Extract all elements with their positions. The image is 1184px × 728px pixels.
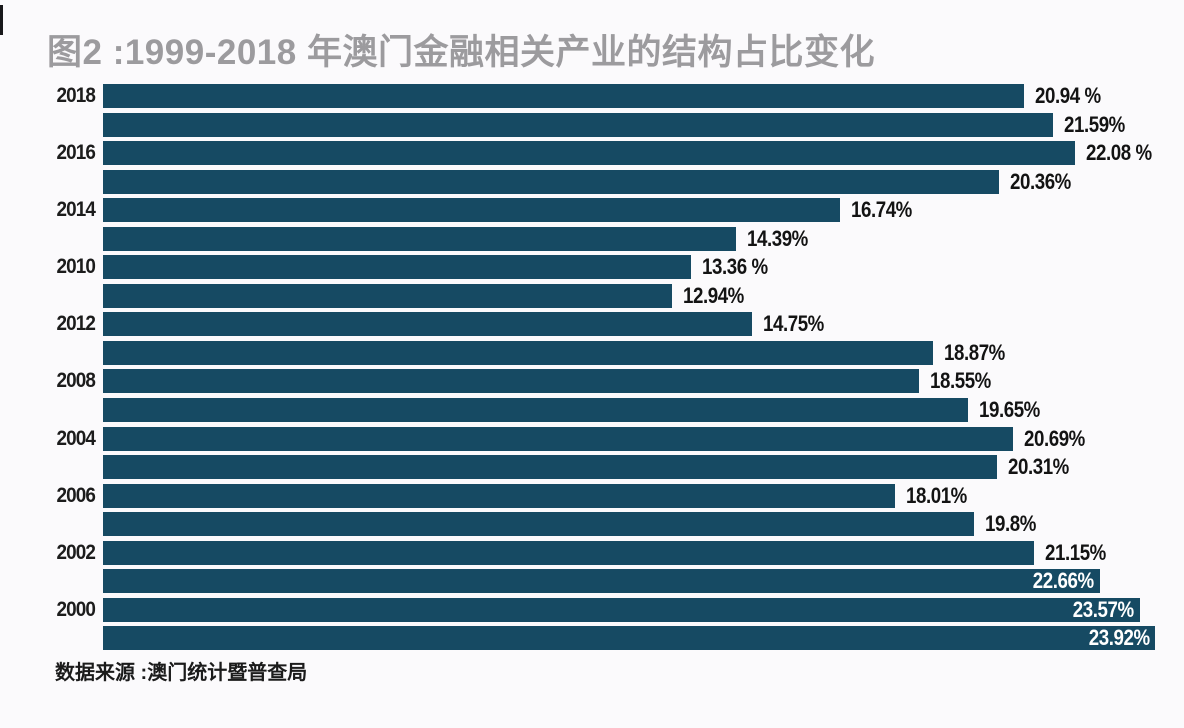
chart-title: 图2 :1999-2018 年澳门金融相关产业的结构占比变化 xyxy=(47,33,875,72)
bar xyxy=(103,312,752,337)
bar-value-label: 20.69% xyxy=(1024,425,1086,451)
year-axis-label: 2018 xyxy=(56,84,96,107)
chart-row: 2012 14.75% xyxy=(0,312,1184,341)
bar xyxy=(103,84,1025,108)
chart-row: 2000 23.57% xyxy=(0,596,1184,627)
chart-row: 14.39% xyxy=(0,225,1184,256)
chart-row: 22.66% xyxy=(0,569,1184,598)
bar xyxy=(103,283,673,308)
year-axis-label: 2016 xyxy=(56,141,96,165)
chart-row: 2010 13.36 % xyxy=(0,255,1184,284)
bar-value-label: 19.65% xyxy=(978,397,1040,423)
year-axis-label: 2000 xyxy=(56,597,96,621)
bar xyxy=(103,369,920,394)
bar-value-label: 23.57% xyxy=(1073,596,1135,622)
chart-row: 2002 21.15% xyxy=(0,539,1184,570)
chart-row: 23.92% xyxy=(0,626,1184,655)
bar xyxy=(103,198,840,223)
bar-area: 22.66% xyxy=(103,568,1184,594)
chart-row: 2008 18.55% xyxy=(0,369,1184,398)
bar xyxy=(103,455,997,480)
bar-value-label: 22.08 % xyxy=(1085,140,1152,166)
bar-area: 21.59% xyxy=(103,111,1184,137)
bar-value-label: 16.74% xyxy=(850,197,912,223)
chart-row: 19.8% xyxy=(0,512,1184,541)
chart-row: 20.36% xyxy=(0,168,1184,199)
bar-value-label: 21.15% xyxy=(1044,539,1106,565)
bar-value-label: 18.87% xyxy=(944,339,1006,365)
bar-area: 20.94 % xyxy=(103,84,1184,108)
chart-row: 18.87% xyxy=(0,339,1184,370)
bar-value-label: 14.39% xyxy=(747,225,809,251)
bar xyxy=(103,112,1053,137)
bar-value-label: 23.92% xyxy=(1088,625,1150,651)
bar-value-label: 20.36% xyxy=(1009,168,1071,194)
bar-chart: 2018 20.94 % 21.59% 2016 22.08 % 20.36% … xyxy=(0,84,1184,655)
chart-row: 2004 20.69% xyxy=(0,425,1184,456)
bar-area: 14.75% xyxy=(103,311,1184,337)
bar-value-label: 20.94 % xyxy=(1035,83,1102,108)
chart-rows: 2018 20.94 % 21.59% 2016 22.08 % 20.36% … xyxy=(0,84,1184,655)
bar xyxy=(103,398,968,423)
bar: 22.66% xyxy=(103,568,1101,594)
bar xyxy=(103,483,896,508)
bar-area: 20.36% xyxy=(103,168,1184,194)
bar-area: 18.87% xyxy=(103,339,1184,365)
bar-area: 20.31% xyxy=(103,454,1184,480)
bar-value-label: 22.66% xyxy=(1033,568,1095,594)
chart-row: 21.59% xyxy=(0,111,1184,142)
bar-area: 19.65% xyxy=(103,397,1184,423)
chart-row: 12.94% xyxy=(0,282,1184,313)
bar-value-label: 18.55% xyxy=(930,368,992,394)
bar-value-label: 18.01% xyxy=(906,482,968,508)
bar-value-label: 19.8% xyxy=(985,511,1037,537)
bar-area: 18.01% xyxy=(103,482,1184,508)
bar: 23.57% xyxy=(103,596,1141,622)
bar xyxy=(103,426,1014,451)
bar-area: 16.74% xyxy=(103,197,1184,223)
bar xyxy=(103,255,691,280)
year-axis-label: 2012 xyxy=(56,312,96,336)
year-axis-label: 2004 xyxy=(56,426,96,450)
bar-value-label: 21.59% xyxy=(1063,111,1125,137)
bar-area: 18.55% xyxy=(103,368,1184,394)
bar-value-label: 13.36 % xyxy=(701,254,768,280)
bar-area: 14.39% xyxy=(103,225,1184,251)
bar-area: 13.36 % xyxy=(103,254,1184,280)
year-axis-label: 2014 xyxy=(56,198,96,222)
screen-edge-artifact xyxy=(0,5,3,35)
bar-area: 23.92% xyxy=(103,625,1184,651)
bar-area: 12.94% xyxy=(103,282,1184,308)
chart-row: 20.31% xyxy=(0,455,1184,484)
year-axis-label: 2010 xyxy=(56,255,96,279)
data-source-caption: 数据来源 :澳门统计暨普查局 xyxy=(55,662,308,684)
chart-row: 2016 22.08 % xyxy=(0,141,1184,170)
chart-row: 2014 16.74% xyxy=(0,198,1184,227)
bar-area: 20.69% xyxy=(103,425,1184,451)
bar xyxy=(103,540,1034,565)
year-axis-label: 2008 xyxy=(56,369,96,393)
year-axis-label: 2006 xyxy=(56,483,96,507)
bar-value-label: 12.94% xyxy=(683,282,745,308)
bar xyxy=(103,512,975,537)
bar-area: 21.15% xyxy=(103,539,1184,565)
year-axis-label: 2002 xyxy=(56,540,96,564)
bar: 23.92% xyxy=(103,625,1156,651)
bar xyxy=(103,340,934,365)
bar xyxy=(103,226,737,251)
chart-row: 2018 20.94 % xyxy=(0,84,1184,113)
bar-value-label: 14.75% xyxy=(763,311,824,337)
chart-row: 19.65% xyxy=(0,398,1184,427)
bar-area: 23.57% xyxy=(103,596,1184,622)
bar xyxy=(103,169,999,194)
chart-row: 2006 18.01% xyxy=(0,482,1184,513)
bar-area: 19.8% xyxy=(103,511,1184,537)
bar-value-label: 20.31% xyxy=(1007,454,1069,480)
bar-area: 22.08 % xyxy=(103,140,1184,166)
bar xyxy=(103,141,1075,166)
